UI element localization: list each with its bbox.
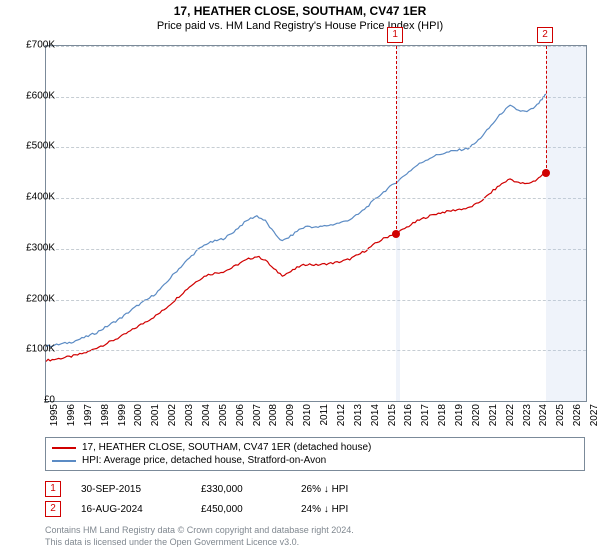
x-axis-label: 2011 xyxy=(319,404,330,426)
grid-line xyxy=(46,46,586,47)
x-axis-label: 2017 xyxy=(420,404,431,426)
x-axis-label: 2002 xyxy=(167,404,178,426)
legend-area: 17, HEATHER CLOSE, SOUTHAM, CV47 1ER (de… xyxy=(45,437,585,548)
x-axis-label: 2026 xyxy=(572,404,583,426)
y-axis-label: £700K xyxy=(26,40,55,51)
series-price_paid xyxy=(46,173,546,362)
marker-dot-1 xyxy=(392,230,400,238)
grid-line xyxy=(46,249,586,250)
y-axis-label: £100K xyxy=(26,344,55,355)
y-axis-label: £500K xyxy=(26,141,55,152)
tx-price: £450,000 xyxy=(201,504,301,515)
x-axis-label: 2009 xyxy=(285,404,296,426)
marker-box-1: 1 xyxy=(387,27,403,43)
series-hpi xyxy=(46,94,546,347)
legend-swatch xyxy=(52,447,76,449)
tx-date: 16-AUG-2024 xyxy=(81,504,201,515)
x-axis-label: 2022 xyxy=(505,404,516,426)
x-axis-label: 1997 xyxy=(83,404,94,426)
x-axis-label: 1999 xyxy=(117,404,128,426)
legend-label: 17, HEATHER CLOSE, SOUTHAM, CV47 1ER (de… xyxy=(82,442,371,453)
tx-date: 30-SEP-2015 xyxy=(81,484,201,495)
x-axis-label: 1996 xyxy=(66,404,77,426)
x-axis-label: 2013 xyxy=(353,404,364,426)
transaction-row: 1 30-SEP-2015£330,00026% ↓ HPI xyxy=(45,479,585,499)
marker-guideline xyxy=(396,46,397,234)
y-axis-label: £400K xyxy=(26,192,55,203)
x-axis-label: 2027 xyxy=(589,404,600,426)
x-axis-label: 2006 xyxy=(235,404,246,426)
series-svg xyxy=(46,46,586,401)
x-axis-label: 2004 xyxy=(201,404,212,426)
chart-title: 17, HEATHER CLOSE, SOUTHAM, CV47 1ER xyxy=(0,0,600,18)
shaded-range xyxy=(546,46,586,401)
y-axis-label: £600K xyxy=(26,90,55,101)
y-axis-label: £200K xyxy=(26,293,55,304)
x-axis-label: 2023 xyxy=(522,404,533,426)
x-axis-label: 2015 xyxy=(387,404,398,426)
x-axis-label: 2001 xyxy=(150,404,161,426)
legend-label: HPI: Average price, detached house, Stra… xyxy=(82,455,326,466)
legend-swatch xyxy=(52,460,76,462)
grid-line xyxy=(46,300,586,301)
marker-box-2: 2 xyxy=(537,27,553,43)
x-axis-label: 1995 xyxy=(49,404,60,426)
tx-marker-1: 1 xyxy=(45,481,61,497)
grid-line xyxy=(46,350,586,351)
transaction-row: 2 16-AUG-2024£450,00024% ↓ HPI xyxy=(45,499,585,519)
x-axis-label: 2020 xyxy=(471,404,482,426)
footer-line1: Contains HM Land Registry data © Crown c… xyxy=(45,525,585,537)
x-axis-label: 2003 xyxy=(184,404,195,426)
x-axis-label: 2024 xyxy=(538,404,549,426)
tx-diff: 26% ↓ HPI xyxy=(301,484,421,495)
x-axis-label: 2025 xyxy=(555,404,566,426)
grid-line xyxy=(46,97,586,98)
x-axis-label: 2021 xyxy=(488,404,499,426)
x-axis-label: 2016 xyxy=(403,404,414,426)
tx-diff: 24% ↓ HPI xyxy=(301,504,421,515)
grid-line xyxy=(46,198,586,199)
marker-guideline xyxy=(546,46,547,173)
x-axis-label: 2012 xyxy=(336,404,347,426)
x-axis-label: 2014 xyxy=(370,404,381,426)
chart-subtitle: Price paid vs. HM Land Registry's House … xyxy=(0,18,600,32)
x-axis-label: 2005 xyxy=(218,404,229,426)
legend-item: HPI: Average price, detached house, Stra… xyxy=(52,454,578,467)
marker-dot-2 xyxy=(542,169,550,177)
x-axis-label: 2018 xyxy=(437,404,448,426)
x-axis-label: 2000 xyxy=(133,404,144,426)
x-axis-label: 1998 xyxy=(100,404,111,426)
transactions-table: 1 30-SEP-2015£330,00026% ↓ HPI 2 16-AUG-202… xyxy=(45,479,585,519)
y-axis-label: £300K xyxy=(26,242,55,253)
legend-box: 17, HEATHER CLOSE, SOUTHAM, CV47 1ER (de… xyxy=(45,437,585,471)
x-axis-label: 2007 xyxy=(252,404,263,426)
grid-line xyxy=(46,147,586,148)
footer-line2: This data is licensed under the Open Gov… xyxy=(45,537,585,549)
x-axis-label: 2010 xyxy=(302,404,313,426)
footer-text: Contains HM Land Registry data © Crown c… xyxy=(45,525,585,548)
x-axis-label: 2019 xyxy=(454,404,465,426)
chart-plot-area xyxy=(45,45,587,402)
tx-marker-2: 2 xyxy=(45,501,61,517)
x-axis-label: 2008 xyxy=(268,404,279,426)
legend-item: 17, HEATHER CLOSE, SOUTHAM, CV47 1ER (de… xyxy=(52,441,578,454)
tx-price: £330,000 xyxy=(201,484,301,495)
